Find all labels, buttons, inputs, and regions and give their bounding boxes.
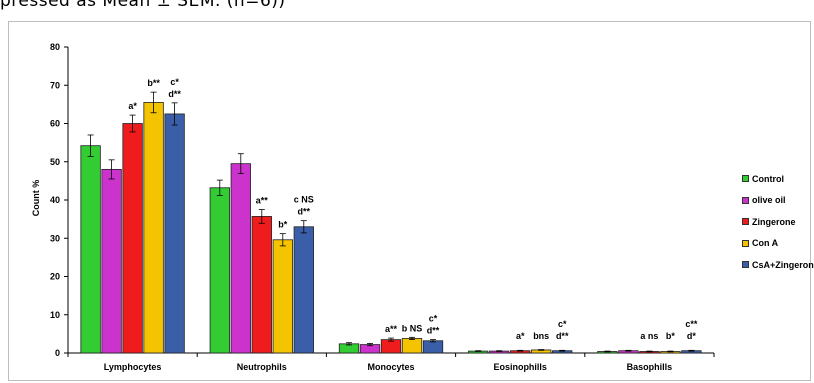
- legend-item: Zingerone: [742, 211, 814, 233]
- category-label: Monocytes: [367, 362, 414, 372]
- legend-label: Control: [752, 173, 784, 184]
- y-axis-title: Count %: [31, 180, 41, 217]
- y-tick-label: 30: [50, 233, 60, 243]
- legend: Control olive oil Zingerone Con A CsA+Zinger…: [742, 168, 814, 276]
- bar: [293, 226, 314, 354]
- bar: [422, 340, 444, 354]
- legend-swatch: [742, 196, 749, 204]
- y-tick-label: 10: [50, 310, 60, 320]
- significance-label: b*: [666, 331, 675, 341]
- legend-label: Zingerone: [752, 216, 796, 227]
- x-axis: Lymphocytes Neutrophils Monocytes Eosinophi…: [67, 352, 715, 372]
- bar: [272, 239, 293, 354]
- category-label: Neutrophils: [237, 362, 287, 372]
- y-axis: 0 10 20 30 40 50 60 70 80: [50, 42, 69, 358]
- bar: [101, 168, 122, 354]
- legend-label: Con A: [752, 238, 779, 249]
- significance-annotations: a*b** c*d**a**b*c NSd**a** b NSc*d**a* bnsc…: [128, 77, 698, 341]
- bar: [251, 216, 272, 354]
- significance-label: d**: [168, 89, 181, 99]
- significance-label: c**: [685, 319, 698, 329]
- bar: [122, 123, 143, 354]
- legend-label: CsA+Zingerone: [752, 259, 814, 270]
- significance-label: a**: [385, 324, 398, 334]
- category-label: Lymphocytes: [104, 362, 162, 372]
- category-label: Basophills: [627, 362, 673, 372]
- significance-label: d**: [556, 331, 569, 341]
- significance-label: b**: [147, 78, 160, 88]
- y-tick-label: 60: [50, 119, 60, 129]
- legend-label: olive oil: [752, 195, 786, 206]
- significance-label: d**: [427, 326, 440, 336]
- y-tick-label: 20: [50, 272, 60, 282]
- y-tick-label: 50: [50, 157, 60, 167]
- bar: [230, 163, 251, 354]
- legend-item: olive oil: [742, 190, 814, 212]
- legend-item: CsA+Zingerone: [742, 254, 814, 276]
- bar: [380, 339, 402, 354]
- significance-label: b*: [278, 220, 287, 230]
- significance-label: c NS: [294, 195, 314, 205]
- bar-chart: 0 10 20 30 40 50 60 70 80 Lymphocytes Neutrophils…: [31, 42, 715, 372]
- significance-label: a**: [256, 196, 269, 206]
- legend-item: Con A: [742, 233, 814, 255]
- significance-label: c*: [170, 77, 179, 87]
- y-tick-label: 80: [50, 42, 60, 52]
- bars: [80, 102, 702, 354]
- legend-swatch: [742, 175, 749, 183]
- y-tick-label: 0: [55, 348, 60, 358]
- significance-label: b NS: [402, 323, 423, 333]
- significance-label: c*: [429, 314, 438, 324]
- bar: [164, 113, 185, 354]
- bar: [143, 102, 164, 354]
- legend-swatch: [742, 239, 749, 247]
- significance-label: a*: [516, 331, 525, 341]
- y-tick-label: 70: [50, 80, 60, 90]
- figure-caption: pressed as Mean ± SEM. (n=6)): [0, 0, 286, 11]
- significance-label: c*: [558, 319, 567, 329]
- legend-swatch: [742, 218, 749, 226]
- legend-swatch: [742, 261, 749, 269]
- error-bars: [87, 91, 695, 353]
- significance-label: a*: [128, 101, 137, 111]
- y-tick-label: 40: [50, 195, 60, 205]
- legend-item: Control: [742, 168, 814, 190]
- bar: [209, 187, 230, 354]
- significance-label: bns: [533, 331, 549, 341]
- bar: [401, 338, 423, 354]
- significance-label: a ns: [640, 331, 658, 341]
- significance-label: d*: [687, 331, 696, 341]
- category-label: Eosinophills: [493, 362, 547, 372]
- significance-label: d**: [298, 207, 311, 217]
- chart-frame: 0 10 20 30 40 50 60 70 80 Lymphocytes Neutrophils…: [8, 21, 814, 381]
- bar: [80, 145, 101, 354]
